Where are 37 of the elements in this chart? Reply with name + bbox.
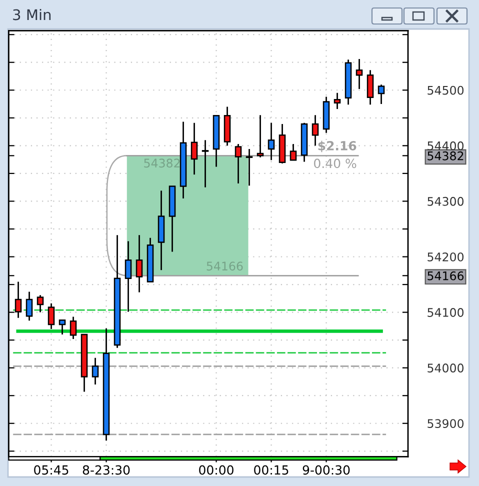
- x-tick-label: 9-00:30: [302, 465, 350, 475]
- candlestick: [92, 357, 99, 386]
- y-tick-label: 54100: [428, 308, 464, 317]
- y-tick-label: 53900: [428, 419, 464, 428]
- candlestick: [356, 58, 363, 90]
- candlestick: [334, 92, 341, 110]
- candlestick: [234, 143, 242, 184]
- candlestick: [378, 84, 385, 105]
- candlestick: [312, 114, 319, 146]
- candlestick: [290, 143, 297, 161]
- x-tick-label: 00:00: [199, 465, 234, 475]
- candlestick: [190, 122, 198, 176]
- y-tick-label: 54300: [428, 196, 464, 206]
- y-tick-label: 54000: [428, 364, 464, 372]
- candlestick: [256, 114, 264, 158]
- candlestick: [58, 318, 66, 336]
- y-tick-label: 54200: [428, 252, 464, 262]
- candlestick: [366, 69, 374, 106]
- candlestick: [36, 294, 44, 313]
- candlestick: [136, 234, 143, 293]
- candlestick: [246, 148, 253, 186]
- annotation: $2.16: [318, 140, 356, 152]
- annotation: 0.40 %: [314, 158, 356, 168]
- chart-title: 3 Min: [13, 8, 51, 20]
- candlestick: [268, 122, 275, 161]
- y-tick-label: 54382: [428, 151, 464, 160]
- y-tick-label: 54166: [428, 271, 464, 280]
- candlestick: [48, 302, 55, 330]
- candlestick: [26, 291, 33, 322]
- candlestick: [70, 316, 77, 340]
- y-tick-label: 54400: [428, 141, 464, 150]
- candlestick: [202, 139, 209, 188]
- candlestick: [124, 240, 132, 312]
- x-tick-label: 05:45: [34, 465, 68, 475]
- x-tick-label: 00:15: [254, 465, 288, 475]
- y-tick-label: 54500: [428, 86, 464, 95]
- x-tick-label: 8-23:30: [82, 465, 130, 475]
